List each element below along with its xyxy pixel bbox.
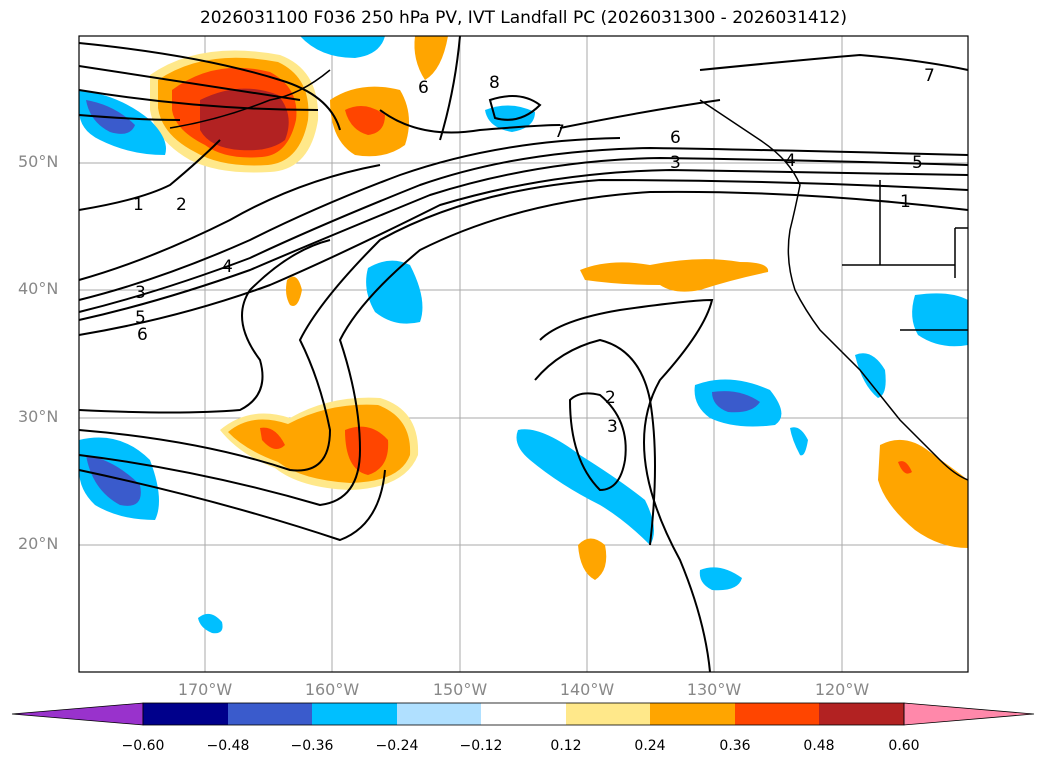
- contour-label: 7: [554, 122, 565, 142]
- anomaly-negative: [198, 613, 223, 634]
- anomaly-positive: [898, 461, 912, 474]
- colorbar-extend-high: [903, 702, 1035, 726]
- anomaly-negative: [300, 36, 385, 58]
- lon-label: 160°W: [304, 680, 360, 699]
- colorbar: [11, 702, 1035, 726]
- contour-label: 3: [135, 283, 146, 303]
- anomaly-negative: [485, 105, 535, 132]
- lat-label: 40°N: [18, 279, 59, 298]
- anomaly-positive: [200, 88, 289, 151]
- colorbar-segment: [228, 703, 312, 725]
- lat-label: 20°N: [18, 534, 59, 553]
- anomaly-positive: [414, 36, 448, 80]
- contour-label: 4: [222, 257, 233, 277]
- contour-label: 3: [670, 153, 681, 173]
- contour-label: 2: [605, 388, 616, 408]
- anomaly-positive: [345, 426, 389, 475]
- contour-label: 4: [785, 151, 796, 171]
- anomaly-negative: [366, 260, 423, 324]
- anomaly-positive: [580, 259, 769, 292]
- coastline: [169, 69, 969, 481]
- colorbar-tick-label: 0.24: [634, 738, 666, 754]
- contour-labels: 1 2 3 4 5 6 7 8 6 6 3 4 5 1 7 2 3: [133, 66, 935, 437]
- colorbar-tick-label: −0.60: [121, 738, 165, 754]
- anomaly-negative: [699, 567, 742, 591]
- contour-lines: [78, 35, 969, 673]
- map-frame: [78, 35, 969, 673]
- colorbar-frame: [142, 702, 905, 726]
- lon-label: 120°W: [814, 680, 870, 699]
- colorbar-extend-low: [11, 702, 144, 726]
- colorbar-tick-label: 0.60: [888, 738, 920, 754]
- lat-label: 30°N: [18, 407, 59, 426]
- contour-label: 5: [135, 308, 146, 328]
- colorbar-tick-label: −0.24: [375, 738, 419, 754]
- pv-anomaly-fields: [79, 36, 968, 634]
- contour-label: 8: [489, 73, 500, 93]
- grid-lines: [79, 36, 968, 672]
- contour-label: 2: [176, 195, 187, 215]
- contour-label: 1: [900, 192, 911, 212]
- anomaly-positive: [286, 276, 302, 306]
- lon-label: 130°W: [686, 680, 742, 699]
- contour-label: 5: [912, 153, 923, 173]
- colorbar-segment: [819, 703, 904, 725]
- anomaly-positive: [878, 439, 968, 548]
- lon-label: 140°W: [559, 680, 615, 699]
- anomaly-negative: [912, 293, 968, 347]
- anomaly-negative: [855, 353, 886, 398]
- contour-label: 6: [670, 128, 681, 148]
- colorbar-tick-label: −0.48: [206, 738, 250, 754]
- anomaly-positive: [345, 106, 385, 135]
- colorbar-tick-label: 0.36: [719, 738, 751, 754]
- contour-label: 7: [924, 66, 935, 86]
- colorbar-segment: [143, 703, 228, 725]
- contour-label: 6: [418, 78, 429, 98]
- anomaly-positive: [260, 427, 285, 449]
- contour-label: 3: [607, 417, 618, 437]
- contour-label: 6: [137, 325, 148, 345]
- anomaly-negative: [516, 429, 654, 545]
- lon-label: 170°W: [177, 680, 233, 699]
- colorbar-segment: [650, 703, 735, 725]
- lon-label: 150°W: [432, 680, 488, 699]
- anomaly-negative: [790, 427, 808, 456]
- colorbar-tick-label: −0.12: [459, 738, 503, 754]
- map-title: 2026031100 F036 250 hPa PV, IVT Landfall…: [199, 8, 847, 28]
- colorbar-tick-label: 0.12: [550, 738, 582, 754]
- colorbar-tick-label: 0.48: [803, 738, 835, 754]
- contour-label: 1: [133, 195, 144, 215]
- lat-label: 50°N: [18, 152, 59, 171]
- colorbar-segment: [566, 703, 650, 725]
- anomaly-positive: [578, 538, 607, 580]
- colorbar-segment: [397, 703, 481, 725]
- colorbar-segment: [735, 703, 819, 725]
- colorbar-segment: [481, 703, 566, 725]
- anomaly-negative: [86, 455, 141, 506]
- colorbar-segment: [312, 703, 397, 725]
- anomaly-negative: [712, 391, 760, 413]
- colorbar-tick-label: −0.36: [290, 738, 334, 754]
